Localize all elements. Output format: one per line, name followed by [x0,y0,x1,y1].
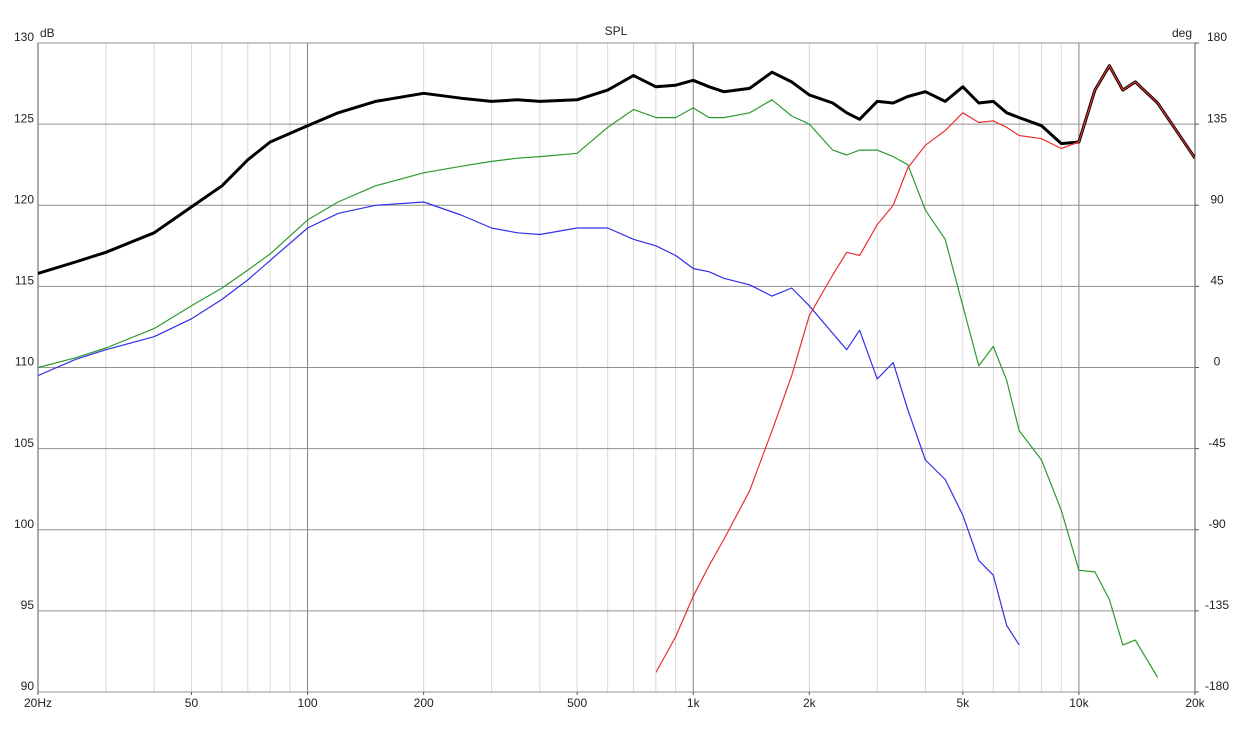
y-tick-label: 130 [14,30,34,44]
x-tick-label: 1k [687,696,701,710]
y-axis-label: dB [40,26,55,40]
y2-tick-label: -180 [1205,679,1229,693]
y2-tick-label: 90 [1210,192,1224,206]
x-tick-label: 10k [1069,696,1089,710]
x-tick-label: 50 [185,696,199,710]
y-tick-label: 120 [14,192,34,206]
y2-tick-label: -135 [1205,598,1229,612]
y2-tick-label: 45 [1210,274,1224,288]
x-tick-label: 5k [956,696,970,710]
x-tick-label: 200 [414,696,434,710]
y-tick-label: 95 [21,598,35,612]
y2-tick-label: 0 [1214,355,1221,369]
y-tick-label: 105 [14,436,34,450]
x-tick-label: 2k [803,696,817,710]
x-tick-label: 100 [298,696,318,710]
series-line [38,99,1159,678]
y2-tick-label: 180 [1207,30,1227,44]
x-tick-label: 500 [567,696,587,710]
y2-tick-label: -90 [1208,517,1226,531]
series-line [38,201,1020,646]
y2-tick-label: 135 [1207,111,1227,125]
x-tick-label: 20k [1185,696,1205,710]
series-line [655,65,1195,673]
chart-title: SPL [605,24,628,38]
y-tick-label: 115 [15,274,34,288]
y-tick-label: 100 [14,517,34,531]
y-tick-label: 110 [15,355,34,369]
y2-tick-label: -45 [1208,436,1226,450]
y-tick-label: 90 [21,679,35,693]
x-tick-label: 20Hz [24,696,52,710]
y-tick-label: 125 [14,111,34,125]
y2-axis-label: deg [1172,26,1192,40]
series-line [38,64,1195,275]
